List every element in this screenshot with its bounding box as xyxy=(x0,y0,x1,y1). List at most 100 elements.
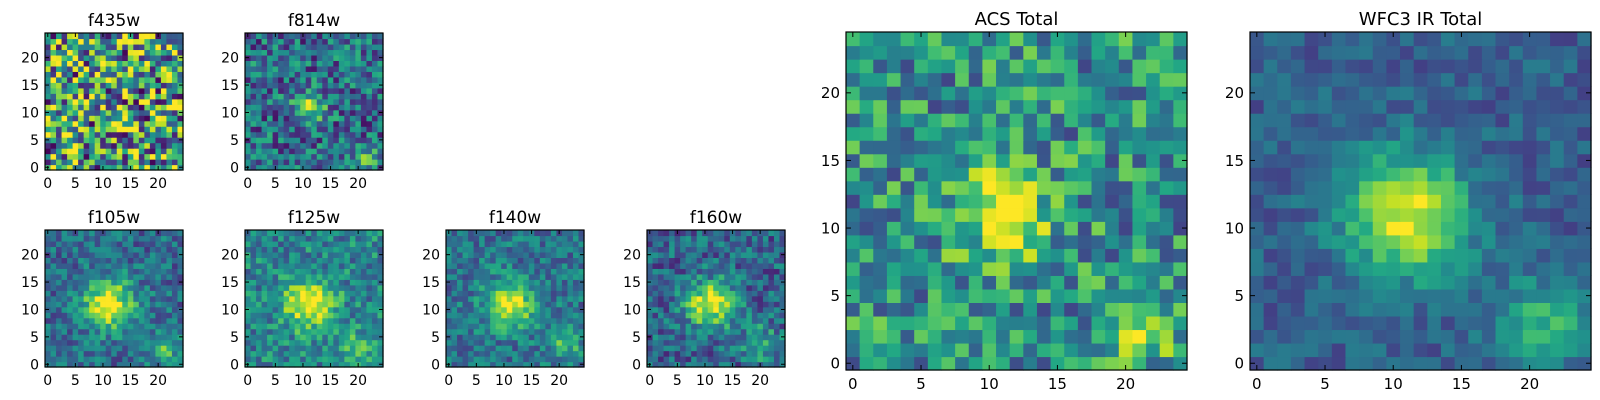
pixel-cell xyxy=(261,257,268,264)
pixel-cell xyxy=(707,273,714,280)
pixel-cell xyxy=(100,131,107,138)
pixel-cell xyxy=(479,295,486,302)
pixel-cell xyxy=(89,268,96,275)
pixel-cell xyxy=(289,98,296,105)
pixel-cell xyxy=(647,262,654,269)
pixel-cell xyxy=(100,43,107,51)
y-tick-label: 10 xyxy=(221,303,239,319)
pixel-cell xyxy=(166,273,173,280)
pixel-cell xyxy=(267,142,274,149)
pixel-cell xyxy=(1290,261,1306,276)
pixel-cell xyxy=(663,262,670,269)
pixel-cell xyxy=(768,334,775,341)
pixel-cell xyxy=(311,345,318,352)
pixel-cell xyxy=(344,33,351,40)
pixel-cell xyxy=(50,76,57,83)
pixel-cell xyxy=(490,290,497,297)
pixel-cell xyxy=(652,295,659,302)
pixel-cell xyxy=(294,120,301,127)
pixel-cell xyxy=(360,49,368,56)
pixel-cell xyxy=(316,306,323,313)
pixel-cell xyxy=(360,290,368,297)
pixel-cell xyxy=(982,180,997,195)
pixel-cell xyxy=(685,279,692,286)
pixel-cell xyxy=(294,306,301,313)
pixel-cell xyxy=(133,54,140,61)
pixel-cell xyxy=(713,334,720,341)
pixel-cell xyxy=(300,251,307,258)
pixel-cell xyxy=(177,312,184,319)
pixel-cell xyxy=(360,148,368,155)
pixel-cell xyxy=(261,306,268,313)
pixel-cell xyxy=(100,301,107,308)
pixel-cell xyxy=(1550,356,1565,371)
pixel-cell xyxy=(523,246,530,253)
pixel-cell xyxy=(702,251,709,258)
pixel-cell xyxy=(1146,140,1161,155)
pixel-cell xyxy=(256,312,263,319)
pixel-cell xyxy=(72,284,79,291)
pixel-cell xyxy=(371,115,379,122)
pixel-cell xyxy=(166,98,173,105)
pixel-cell xyxy=(272,60,279,67)
pixel-cell xyxy=(740,295,747,302)
pixel-cell xyxy=(556,268,563,275)
pixel-cell xyxy=(100,71,107,78)
pixel-cell xyxy=(941,140,956,155)
pixel-cell xyxy=(278,87,285,94)
pixel-cell xyxy=(377,60,384,67)
pixel-cell xyxy=(45,246,52,253)
pixel-cell xyxy=(982,221,997,236)
pixel-cell xyxy=(1091,288,1106,303)
pixel-cell xyxy=(311,43,318,51)
pixel-cell xyxy=(261,279,268,286)
pixel-cell xyxy=(67,109,74,116)
pixel-cell xyxy=(517,290,524,297)
pixel-cell xyxy=(78,164,85,171)
pixel-cell xyxy=(105,284,112,291)
pixel-cell xyxy=(272,148,279,155)
pixel-cell xyxy=(1372,234,1387,249)
pixel-cell xyxy=(349,153,356,160)
pixel-cell xyxy=(1173,72,1188,87)
pixel-cell xyxy=(300,60,307,67)
pixel-cell xyxy=(311,257,318,264)
pixel-cell xyxy=(724,317,731,324)
pixel-cell xyxy=(83,87,90,94)
pixel-cell xyxy=(996,356,1011,371)
pixel-cell xyxy=(311,76,318,83)
pixel-cell xyxy=(100,148,107,155)
pixel-cell xyxy=(914,180,929,195)
pixel-cell xyxy=(1386,302,1401,317)
pixel-cell xyxy=(56,54,63,61)
pixel-cell xyxy=(349,345,356,352)
pixel-cell xyxy=(1577,342,1592,358)
pixel-cell xyxy=(545,230,552,237)
pixel-cell xyxy=(177,262,184,269)
pixel-cell xyxy=(67,131,74,138)
pixel-cell xyxy=(1036,59,1052,74)
pixel-cell xyxy=(1290,153,1306,168)
pixel-cell xyxy=(149,240,156,248)
pixel-cell xyxy=(272,317,279,324)
pixel-cell xyxy=(685,301,692,308)
pixel-cell xyxy=(283,345,290,352)
pixel-cell xyxy=(669,246,676,253)
panel-title: f125w xyxy=(288,208,340,228)
pixel-cell xyxy=(300,98,307,105)
pixel-cell xyxy=(1440,167,1456,182)
pixel-cell xyxy=(1454,194,1469,209)
pixel-cell xyxy=(127,273,134,280)
pixel-cell xyxy=(127,339,134,346)
pixel-cell xyxy=(718,350,725,357)
pixel-cell xyxy=(490,350,497,357)
pixel-cell xyxy=(550,230,557,237)
pixel-cell xyxy=(160,49,168,56)
pixel-cell xyxy=(360,230,368,237)
pixel-cell xyxy=(751,230,758,237)
pixel-cell xyxy=(171,131,179,138)
pixel-cell xyxy=(127,284,134,291)
pixel-cell xyxy=(1146,221,1161,236)
pixel-cell xyxy=(294,38,301,45)
